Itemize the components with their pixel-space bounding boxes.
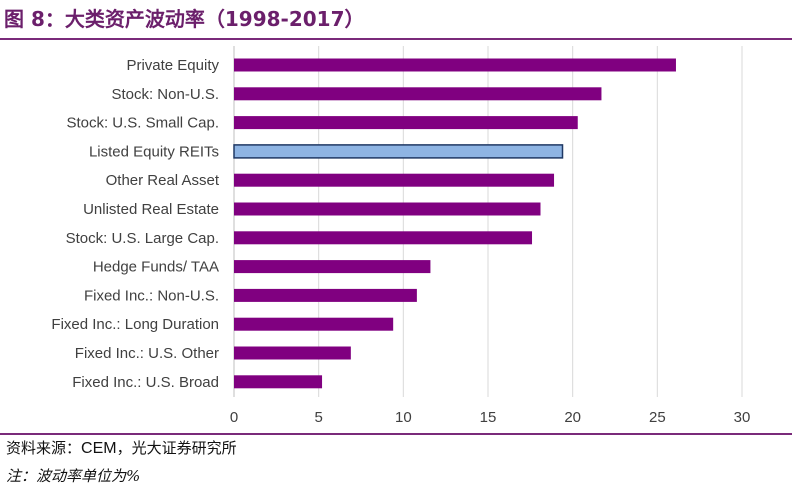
bar bbox=[234, 202, 541, 216]
x-tick-label: 20 bbox=[564, 409, 581, 426]
title-rule bbox=[0, 38, 792, 40]
bar bbox=[234, 173, 555, 187]
x-tick-label: 10 bbox=[395, 409, 412, 426]
category-label: Fixed Inc.: U.S. Broad bbox=[72, 374, 219, 391]
unit-note: 注：波动率单位为% bbox=[6, 467, 141, 485]
bar bbox=[234, 260, 431, 274]
category-label: Hedge Funds/ TAA bbox=[93, 259, 219, 276]
category-label: Listed Equity REITs bbox=[89, 143, 219, 160]
bar bbox=[234, 288, 417, 302]
source-org-everbright: 光大证券研究所 bbox=[131, 439, 237, 457]
x-tick-label: 0 bbox=[230, 409, 238, 426]
source-line: 资料来源：CEM，光大证券研究所 bbox=[6, 437, 237, 458]
category-label: Fixed Inc.: Long Duration bbox=[51, 316, 219, 333]
category-label: Stock: Non-U.S. bbox=[111, 86, 219, 103]
category-label: Other Real Asset bbox=[106, 172, 220, 189]
bar bbox=[233, 144, 564, 159]
bar bbox=[234, 87, 602, 101]
bar bbox=[234, 317, 394, 331]
source-separator: ， bbox=[116, 439, 132, 457]
category-label: Private Equity bbox=[126, 57, 219, 74]
x-tick-label: 15 bbox=[480, 409, 497, 426]
category-label: Unlisted Real Estate bbox=[83, 201, 219, 218]
x-tick-label: 5 bbox=[314, 409, 322, 426]
chart-canvas: Private Equity Stock: Non-U.S. Stock: U.S.… bbox=[51, 46, 751, 426]
bar bbox=[234, 58, 676, 72]
figure-title: 图 8：大类资产波动率（1998-2017） bbox=[4, 7, 365, 31]
category-label: Fixed Inc.: Non-U.S. bbox=[84, 287, 219, 304]
category-label: Fixed Inc.: U.S. Other bbox=[75, 345, 219, 362]
source-org-cem: CEM bbox=[81, 440, 117, 457]
bar bbox=[234, 116, 578, 130]
bar bbox=[234, 375, 323, 389]
category-label: Stock: U.S. Large Cap. bbox=[66, 230, 219, 247]
x-tick-label: 30 bbox=[734, 409, 751, 426]
bar bbox=[234, 346, 351, 360]
source-prefix: 资料来源： bbox=[6, 439, 82, 457]
footer-rule bbox=[0, 433, 792, 435]
volatility-bar-chart: Private Equity Stock: Non-U.S. Stock: U.S.… bbox=[0, 40, 792, 432]
category-label: Stock: U.S. Small Cap. bbox=[66, 115, 219, 132]
x-tick-label: 25 bbox=[649, 409, 666, 426]
bar bbox=[234, 231, 533, 245]
